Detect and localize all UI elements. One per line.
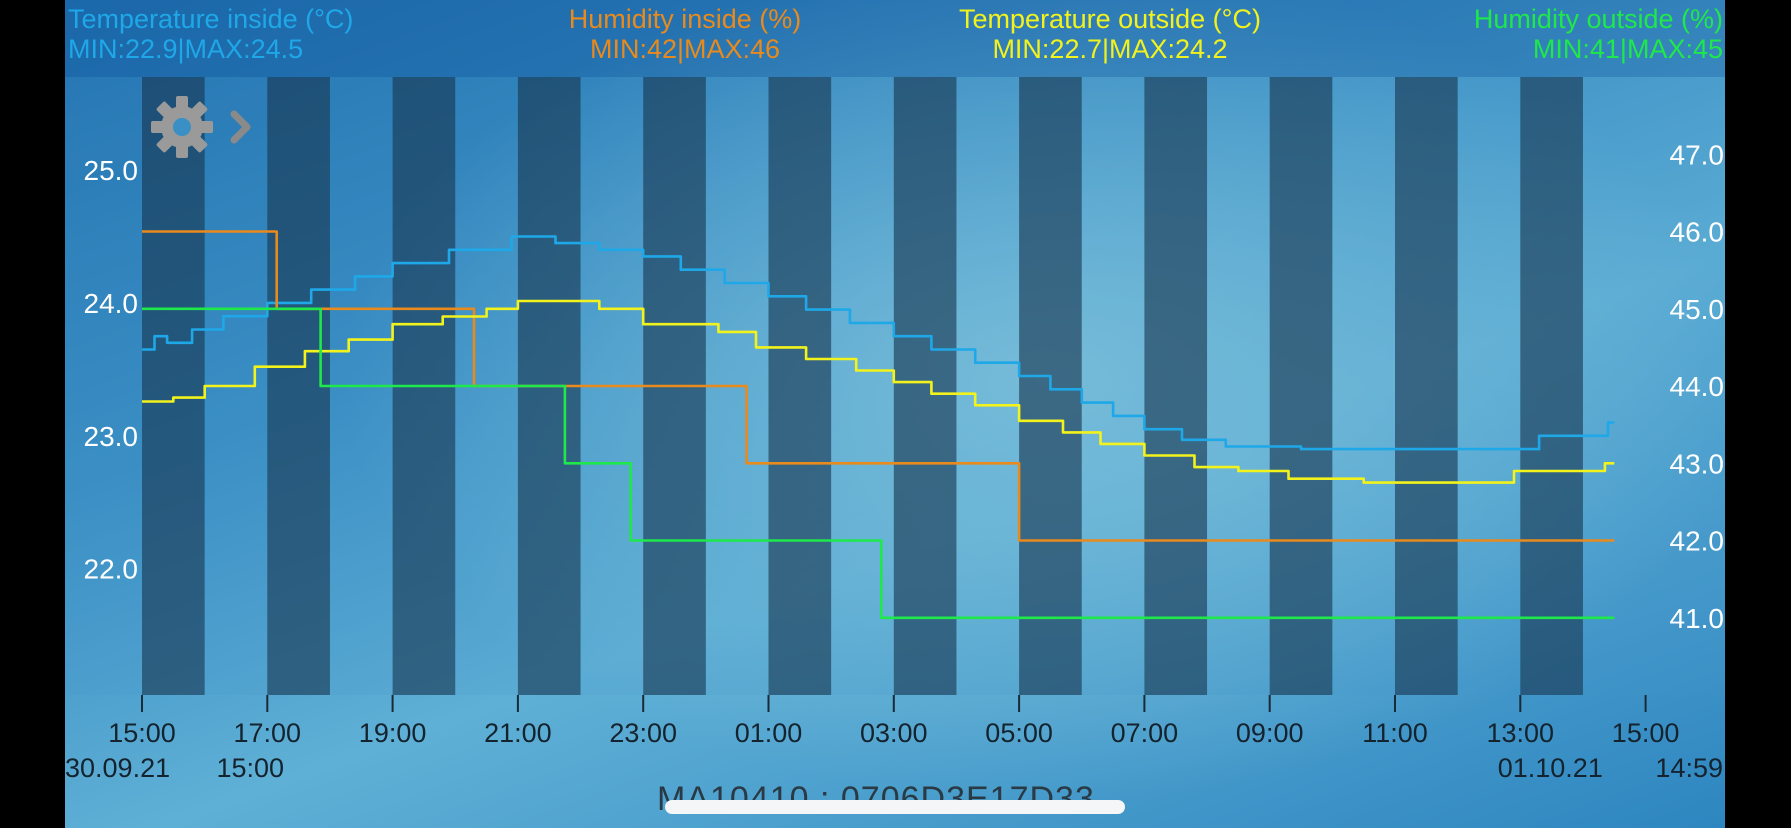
x-start-time: 15:00 — [217, 753, 285, 783]
legend-band — [65, 0, 1725, 77]
y-right-tick-label: 41.0 — [1670, 603, 1725, 634]
x-tick-label: 03:00 — [860, 718, 928, 748]
series-line-2 — [142, 299, 1615, 484]
hour-band — [142, 77, 205, 695]
hour-band — [893, 77, 957, 695]
x-tick-label: 07:00 — [1111, 718, 1179, 748]
x-tick-label: 01:00 — [735, 718, 803, 748]
x-tick-label: 15:00 — [108, 718, 176, 748]
x-tick-label: 17:00 — [234, 718, 302, 748]
hour-band — [768, 77, 832, 695]
legend-stats: MIN:41|MAX:45 — [1532, 34, 1723, 64]
x-tick-label: 15:00 — [1612, 718, 1680, 748]
y-right-tick-label: 46.0 — [1670, 217, 1725, 248]
legend-stats: MIN:22.7|MAX:24.2 — [992, 34, 1228, 64]
hour-band — [1520, 77, 1583, 695]
legend-temperature-inside: Temperature inside (°C) MIN:22.9|MAX:24.… — [68, 4, 353, 64]
legend-label: Humidity inside (%) — [568, 4, 802, 34]
gear-icon — [151, 96, 213, 158]
app-screen: 15:00 17:00 19:00 21:00 23:00 01:00 03:00 05:00… — [65, 0, 1725, 828]
legend-temperature-outside: Temperature outside (°C) MIN:22.7|MAX:24… — [925, 4, 1295, 64]
x-end-date: 01.10.21 — [1498, 753, 1603, 783]
hour-band — [1144, 77, 1208, 695]
legend-stats: MIN:42|MAX:46 — [589, 34, 781, 64]
legend-humidity-inside: Humidity inside (%) MIN:42|MAX:46 — [555, 4, 815, 64]
hour-band — [1269, 77, 1333, 695]
chart-canvas[interactable]: 15:00 17:00 19:00 21:00 23:00 01:00 03:00 05:00… — [65, 0, 1725, 828]
hour-band — [1395, 77, 1458, 695]
legend-label: Humidity outside (%) — [1473, 4, 1723, 34]
y-left-tick-label: 22.0 — [84, 554, 139, 585]
series-line-3 — [142, 307, 1615, 620]
y-right-tick-label: 43.0 — [1670, 448, 1725, 479]
x-start-date: 30.09.21 — [65, 753, 170, 783]
y-left-tick-label: 23.0 — [84, 421, 139, 452]
y-right-tick-label: 47.0 — [1670, 139, 1725, 170]
x-tick-label: 11:00 — [1362, 718, 1428, 748]
x-tick-label: 19:00 — [359, 718, 427, 748]
chevron-right-icon — [230, 110, 251, 144]
y-left-tick-label: 24.0 — [84, 288, 139, 319]
series-line-0 — [142, 235, 1615, 451]
legend-stats: MIN:22.9|MAX:24.5 — [68, 34, 304, 64]
y-left-tick-label: 25.0 — [84, 155, 139, 186]
x-tick-label: 21:00 — [484, 718, 552, 748]
x-tick-label: 23:00 — [609, 718, 677, 748]
x-tick-label: 13:00 — [1487, 718, 1555, 748]
legend-label: Temperature outside (°C) — [959, 4, 1261, 34]
y-right-tick-label: 42.0 — [1670, 526, 1725, 557]
y-right-tick-label: 45.0 — [1670, 294, 1725, 325]
x-tick-label: 09:00 — [1236, 718, 1304, 748]
series-line-1 — [142, 230, 1615, 542]
legend-label: Temperature inside (°C) — [68, 4, 354, 34]
legend-humidity-outside: Humidity outside (%) MIN:41|MAX:45 — [1474, 4, 1723, 64]
x-tick-label: 05:00 — [985, 718, 1053, 748]
settings-button[interactable] — [149, 94, 259, 160]
y-right-tick-label: 44.0 — [1670, 371, 1725, 402]
home-indicator[interactable] — [665, 800, 1125, 814]
x-end-time: 14:59 — [1655, 753, 1723, 783]
